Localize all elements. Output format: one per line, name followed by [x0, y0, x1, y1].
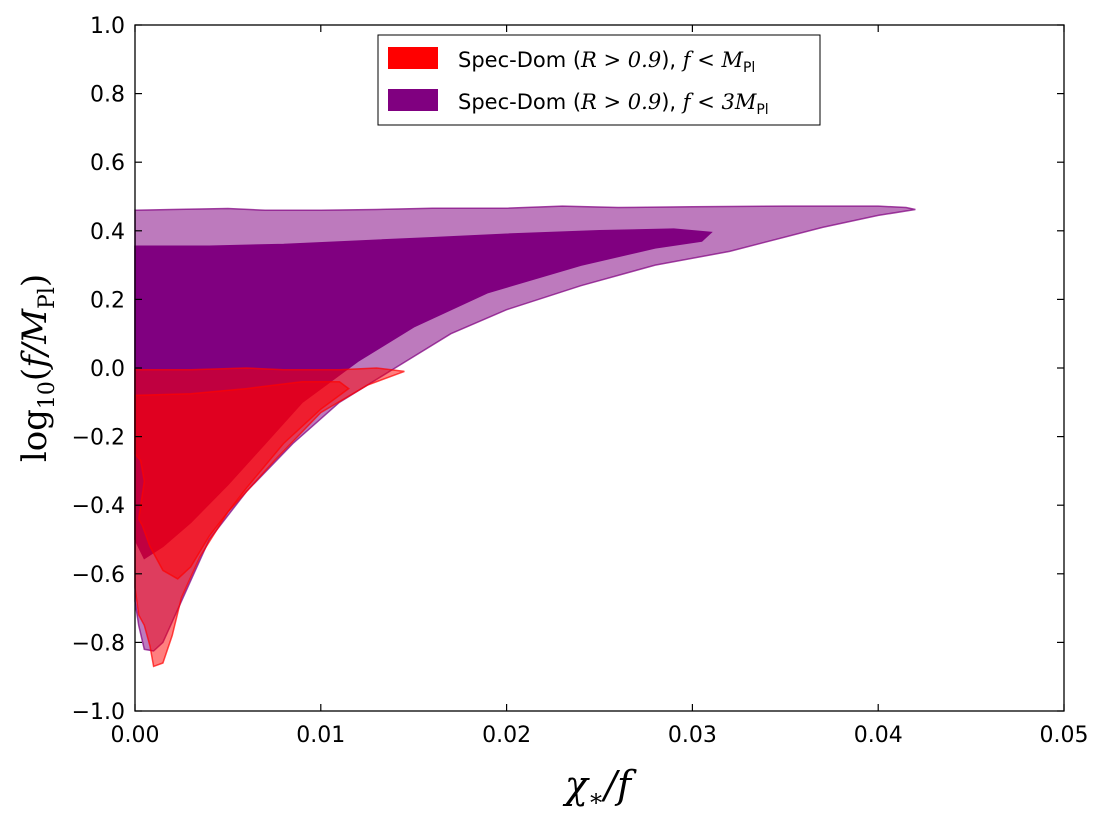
y-tick-label: −1.0: [72, 700, 125, 725]
region-red-inner: [134, 380, 350, 580]
y-tick-label: −0.8: [72, 631, 125, 656]
legend-entry-purple: Spec-Dom (R > 0.9), f < 3MPl: [388, 89, 769, 118]
legend-swatch-red: [388, 47, 438, 69]
svg-text:Spec-Dom (R > 0.9), f < 3MPl: Spec-Dom (R > 0.9), f < 3MPl: [458, 90, 769, 118]
legend-label-prefix: Spec-Dom (: [458, 90, 581, 114]
y-tick-label: −0.6: [72, 563, 125, 588]
legend: Spec-Dom (R > 0.9), f < MPl Spec-Dom (R …: [377, 34, 821, 126]
y-tick-label: 0.6: [90, 151, 125, 176]
legend-label-prefix: Spec-Dom (: [458, 48, 581, 72]
y-tick-label: 0.8: [90, 83, 125, 108]
svg-text:log10(f/MPl): log10(f/MPl): [15, 274, 60, 462]
y-tick-label: 0.0: [90, 357, 125, 382]
legend-entry-red: Spec-Dom (R > 0.9), f < MPl: [388, 47, 755, 76]
legend-label-cond: f < M: [681, 48, 744, 72]
legend-label-mid: ),: [661, 90, 683, 114]
x-axis-title: χ∗/f: [562, 763, 637, 812]
x-tick-label: 0.02: [482, 723, 531, 748]
x-tick-label: 0.01: [296, 723, 345, 748]
x-tick-label: 0.00: [111, 723, 160, 748]
axis-tick-labels: 0.00 0.01 0.02 0.03 0.04 0.05 −1.0 −0.8 −0.6 −0.4…: [72, 14, 1089, 748]
contour-regions: [134, 205, 916, 668]
y-tick-label: 0.2: [90, 288, 125, 313]
x-tick-label: 0.05: [1040, 723, 1089, 748]
y-tick-label: 0.4: [90, 220, 125, 245]
svg-text:Spec-Dom (R > 0.9), f < MPl: Spec-Dom (R > 0.9), f < MPl: [458, 48, 755, 76]
y-tick-label: −0.2: [72, 426, 125, 451]
legend-label-math: R > 0.9: [580, 48, 661, 72]
legend-label-math: R > 0.9: [580, 90, 661, 114]
legend-label-mid: ),: [661, 48, 683, 72]
x-tick-label: 0.03: [668, 723, 717, 748]
legend-label-sub: Pl: [743, 60, 755, 76]
axis-ticks: [134, 24, 1065, 712]
legend-label-sub: Pl: [756, 102, 768, 118]
y-tick-label: 1.0: [90, 14, 125, 39]
y-axis-title: log10(f/MPl): [15, 274, 60, 462]
legend-swatch-purple: [388, 89, 438, 111]
y-tick-label: −0.4: [72, 494, 125, 519]
x-tick-label: 0.04: [854, 723, 903, 748]
legend-label-cond: f < 3M: [681, 90, 757, 114]
legend-box: [377, 34, 821, 126]
